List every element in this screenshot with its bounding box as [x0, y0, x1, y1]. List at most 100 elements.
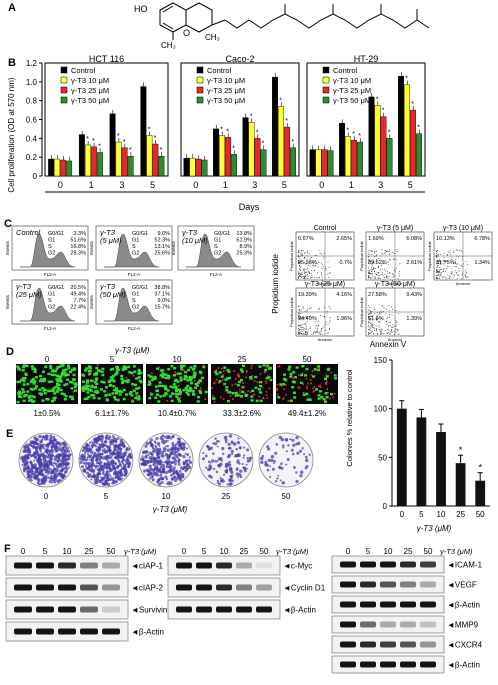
scatter-point [306, 310, 308, 312]
scatter-point [381, 272, 383, 273]
live-cell [179, 376, 183, 379]
live-cell [94, 381, 98, 384]
live-cell [180, 368, 184, 371]
colony [144, 454, 148, 458]
live-cell [34, 376, 38, 379]
scatter-point [378, 325, 380, 326]
scatter-point [393, 333, 395, 335]
colony [90, 440, 93, 443]
colony [178, 478, 183, 482]
colony [285, 450, 288, 453]
scatter-point [442, 271, 444, 272]
proliferation-bar [386, 138, 393, 177]
colony [35, 450, 39, 454]
scatter-point [439, 271, 440, 273]
colony [162, 464, 166, 468]
live-cell [322, 398, 326, 401]
live-cell [109, 368, 113, 371]
scatter-point [316, 329, 318, 331]
colony [23, 470, 26, 473]
scatter-point [447, 275, 449, 277]
scatter-point [298, 260, 300, 262]
live-cell [112, 388, 116, 392]
live-cell [266, 364, 270, 367]
scatter-point [436, 271, 438, 272]
proliferation-bar [78, 134, 85, 177]
scatter-point [454, 260, 456, 262]
quadrant-ll: 81.75% [436, 260, 455, 266]
blot-protein-label: ◄β-Actin [131, 628, 164, 637]
plate-dose-label: 25 [222, 492, 231, 501]
live-cell [101, 367, 105, 371]
live-cell [111, 377, 115, 380]
live-cell [158, 381, 162, 384]
colony [114, 471, 118, 475]
colony [85, 443, 89, 448]
proliferation-bar [321, 149, 328, 177]
dead-cell [261, 381, 263, 384]
scatter-point [437, 271, 439, 273]
scatter-point [385, 275, 387, 277]
live-cell [239, 368, 243, 371]
colony [277, 474, 280, 477]
colony [173, 466, 176, 469]
dead-cell [312, 391, 315, 393]
colony [140, 462, 144, 466]
colony [177, 453, 182, 457]
scatter-point [385, 251, 387, 252]
colony [182, 475, 185, 479]
scatter-point [443, 264, 445, 266]
live-cell [182, 388, 186, 392]
colony [45, 464, 50, 468]
scatter-point [455, 258, 457, 260]
scatter-point [436, 255, 438, 257]
blot-band [236, 584, 252, 591]
live-cell [56, 380, 60, 383]
colony [92, 473, 95, 476]
live-cell [148, 382, 152, 386]
colony [291, 438, 295, 442]
scatter-point [371, 324, 373, 325]
colony [246, 457, 249, 460]
scatter-point [301, 252, 303, 254]
scatter-point [317, 266, 319, 268]
live-cell [120, 377, 124, 380]
scatter-point [324, 274, 326, 276]
scatter-point [389, 321, 391, 323]
proliferation-x-label: Days [239, 202, 260, 212]
scatter-point [381, 328, 383, 330]
scatter-point [306, 317, 308, 318]
colony [38, 460, 42, 464]
scatter-point [391, 332, 393, 333]
live-cell [58, 365, 62, 369]
blot-band [360, 621, 376, 628]
live-cell [94, 373, 98, 376]
scatter-point [380, 263, 382, 265]
live-cell [93, 390, 97, 394]
colony [167, 435, 171, 440]
colony [274, 479, 278, 483]
scatter-point [384, 330, 386, 331]
dead-cell [319, 384, 321, 387]
live-cell [60, 392, 64, 395]
colony [98, 467, 103, 471]
colony [103, 474, 106, 476]
scatter-point [301, 326, 303, 328]
proliferation-bar [121, 147, 128, 177]
colony [216, 460, 219, 463]
colony [157, 451, 162, 455]
scatter-point [315, 265, 316, 266]
scatter-point [369, 318, 370, 320]
live-cell [299, 381, 303, 384]
quadrant-lr: 1.34% [474, 260, 490, 266]
scatter-point [309, 327, 311, 329]
live-cell [122, 388, 126, 392]
colony [219, 462, 223, 467]
scatter-point [298, 272, 300, 274]
colony [21, 455, 24, 458]
phase-label: S [48, 298, 52, 304]
colony [176, 450, 179, 454]
colony [152, 457, 156, 460]
colony [93, 478, 97, 482]
live-cell [147, 374, 151, 377]
